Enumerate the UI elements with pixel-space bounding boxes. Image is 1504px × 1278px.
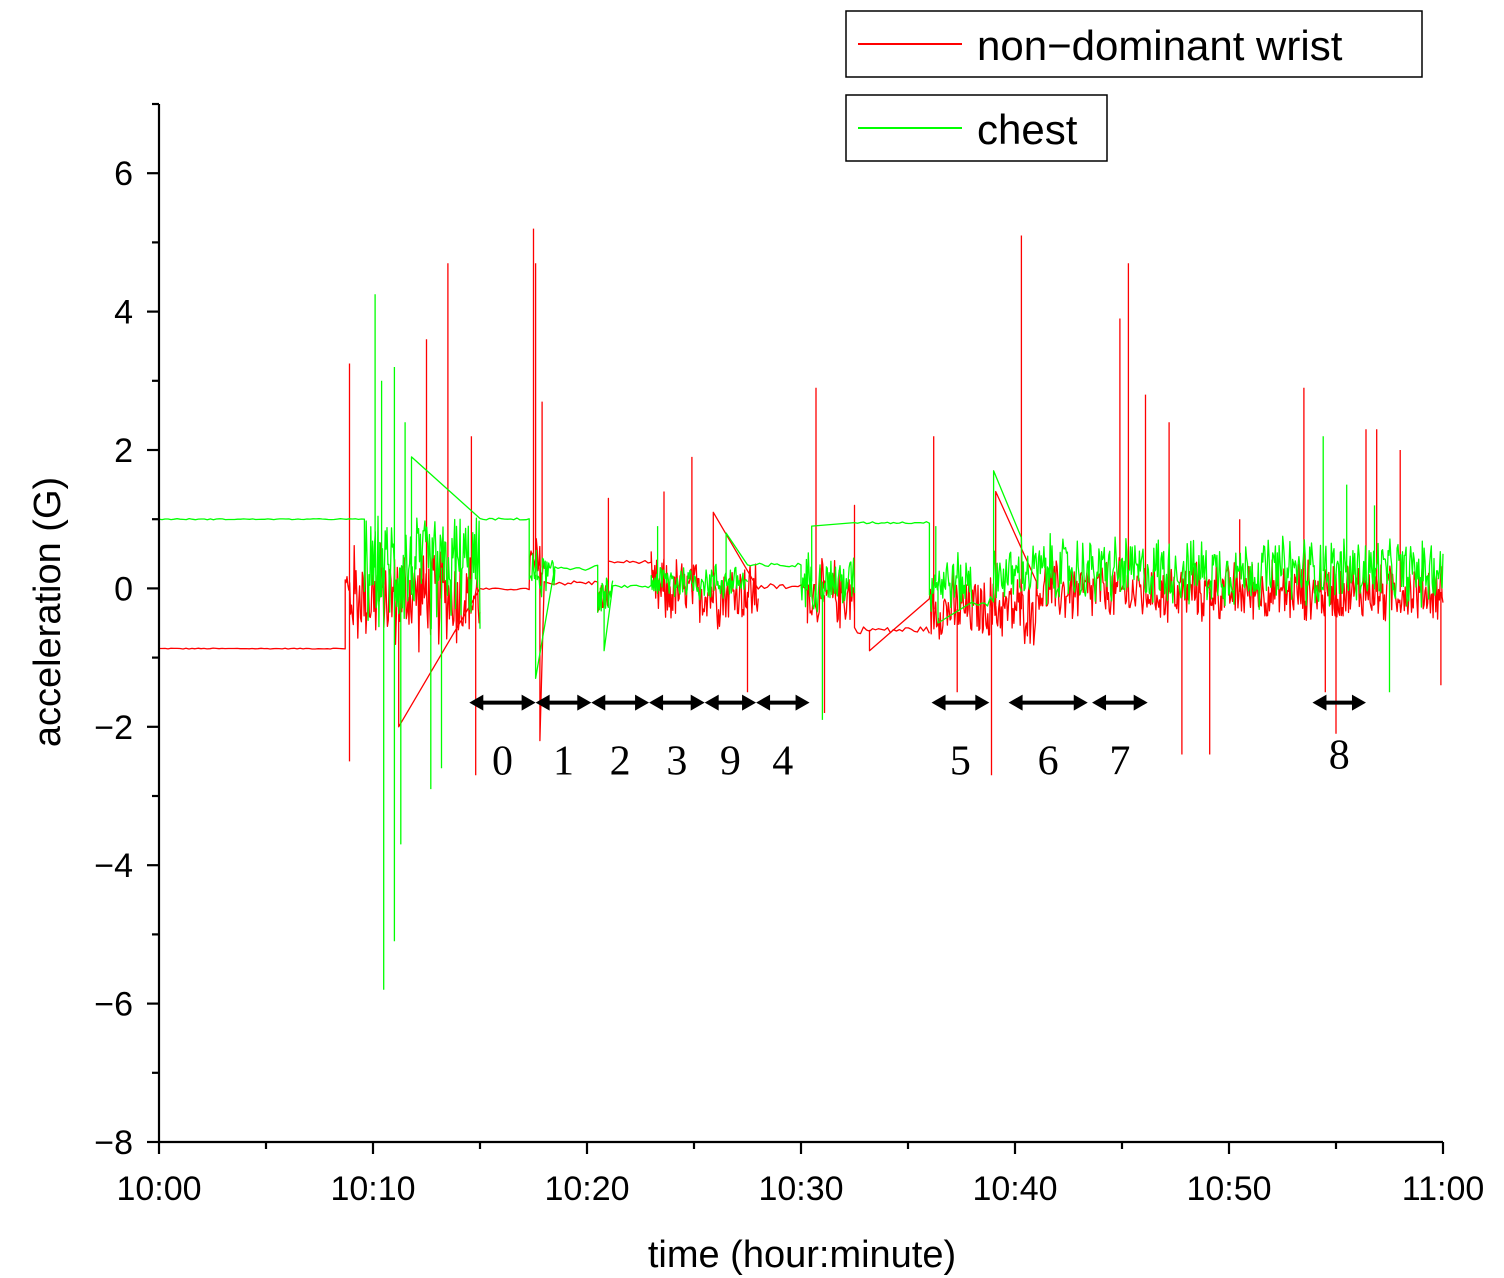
segment-arrow-head-left [469,694,484,711]
x-tick-label: 10:30 [758,1170,843,1208]
segment-arrow-head-left [1312,694,1327,711]
y-tick-label: −4 [94,847,133,885]
segment-arrow-head-left [649,694,664,711]
y-tick-label: −6 [94,986,133,1024]
legend: non−dominant wrist chest [845,10,1423,162]
x-tick-label: 10:20 [544,1170,629,1208]
y-tick-label: 2 [114,432,133,470]
y-axis-title: acceleration (G) [27,477,69,747]
segment-arrow-head-left [704,694,719,711]
x-tick-label: 10:50 [1186,1170,1271,1208]
legend-box-wrist [845,10,1423,78]
segment-arrow-head-right [690,694,705,711]
segment-arrow-head-right [577,694,592,711]
segment-label: 7 [1109,739,1130,785]
segment-label: 9 [720,739,741,785]
segment-label: 1 [553,739,574,785]
segment-arrow-head-left [1092,694,1107,711]
segment-label: 0 [492,739,513,785]
segment-arrow-head-left [1008,694,1023,711]
axes: −8 −6 −4 −2 0 2 4 6 10:00 10:10 10:20 10:30 10:40 10:… [94,102,1485,1208]
segment-arrow-head-right [1073,694,1088,711]
x-axis-title: time (hour:minute) [648,1234,956,1276]
segment-arrow-head-right [1133,694,1148,711]
segment-label: 6 [1038,739,1059,785]
segment-label: 3 [666,739,687,785]
segment-label: 2 [610,739,631,785]
y-tick-label: 6 [114,155,133,193]
segment-label: 5 [950,739,971,785]
segment-arrow-head-right [635,694,650,711]
x-tick-label: 11:00 [1402,1170,1485,1208]
x-tick-label: 10:00 [116,1170,201,1208]
legend-label-chest: chest [977,106,1078,153]
segment-label: 4 [772,739,793,785]
y-tick-label: −8 [94,1124,133,1162]
y-tick-label: 4 [114,294,133,332]
y-tick-label: −2 [94,709,133,747]
segment-arrow-head-right [975,694,990,711]
segment-label: 8 [1329,733,1350,779]
segment-arrow-head-right [521,694,536,711]
segment-arrow-head-right [1351,694,1366,711]
segment-arrow-head-left [931,694,946,711]
series-line-wrist [159,228,1444,776]
y-tick-label: 0 [114,570,133,608]
segment-arrow-head-left [591,694,606,711]
segment-arrow-head-right [742,694,757,711]
segment-arrow-head-left [535,694,550,711]
x-tick-label: 10:10 [330,1170,415,1208]
segment-arrow-head-left [756,694,771,711]
series-line-chest [158,294,1444,990]
x-tick-label: 10:40 [972,1170,1057,1208]
plot-traces [158,228,1444,990]
legend-label-wrist: non−dominant wrist [977,22,1343,69]
segment-arrow-head-right [795,694,810,711]
